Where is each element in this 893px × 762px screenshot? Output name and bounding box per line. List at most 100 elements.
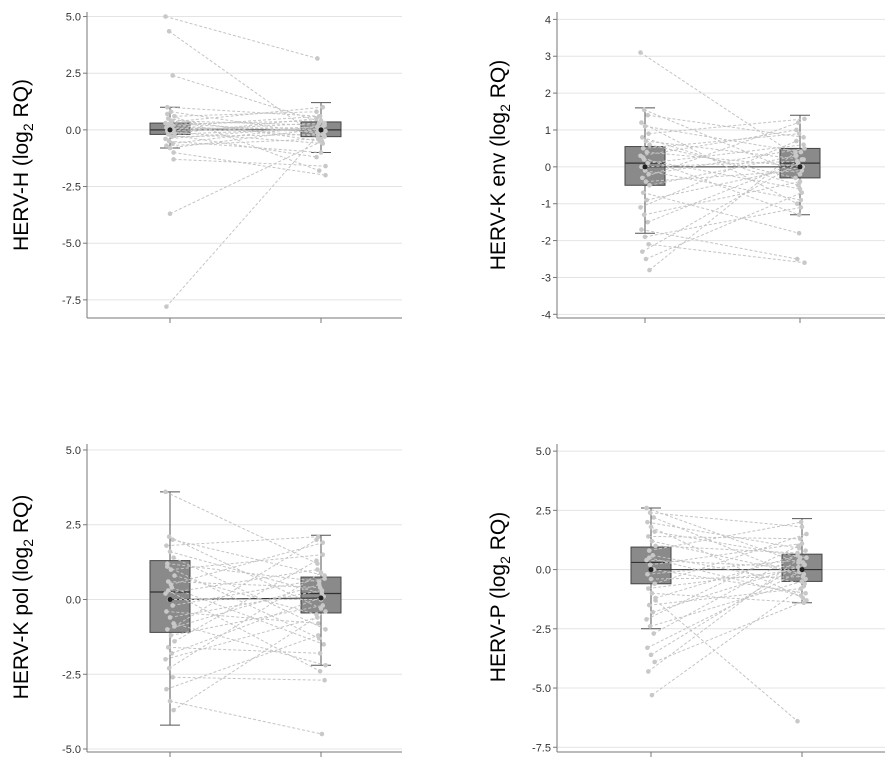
mean-point (318, 595, 324, 601)
data-point-after (318, 570, 324, 575)
data-point-before (165, 116, 171, 121)
data-point-before (640, 155, 646, 160)
data-point-after (794, 127, 799, 133)
paired-line (169, 140, 323, 215)
paired-line (652, 554, 805, 585)
mean-point (318, 127, 324, 133)
y-tick-label: -2 (541, 236, 551, 248)
data-point-after (315, 615, 320, 620)
data-point-before (168, 109, 174, 115)
paired-line (168, 646, 321, 654)
paired-line (648, 243, 805, 264)
data-point-after (314, 116, 319, 121)
data-point-before (642, 123, 648, 129)
data-point-before (644, 149, 650, 155)
data-point-after (801, 157, 806, 162)
paired-line (641, 160, 798, 168)
data-point-before (645, 160, 650, 166)
data-point-after (796, 543, 801, 549)
data-point-before (170, 674, 175, 680)
data-point-before (172, 113, 177, 119)
data-point-before (165, 132, 171, 137)
data-point-after (314, 154, 319, 160)
paired-line (642, 122, 799, 179)
y-tick-label: -3 (541, 272, 551, 284)
paired-line (652, 564, 805, 613)
data-point-after (316, 621, 321, 626)
y-tick-label: -2.5 (62, 669, 81, 681)
paired-line (174, 560, 317, 642)
data-point-after (318, 150, 324, 155)
data-point-before (653, 598, 658, 603)
data-point-before (167, 211, 173, 217)
data-point-before (166, 138, 172, 144)
y-tick-label: -5.0 (62, 238, 81, 250)
data-point-after (797, 171, 803, 177)
y-tick-label: 4 (545, 14, 551, 26)
data-point-before (647, 267, 652, 273)
y-tick-label: -2.5 (62, 182, 81, 194)
data-point-after (802, 146, 807, 151)
data-point-before (167, 698, 173, 704)
y-tick-label: 1 (545, 125, 551, 137)
data-point-before (165, 627, 170, 632)
paired-line (649, 557, 802, 597)
data-point-before (640, 249, 645, 254)
y-tick-label: 0.0 (536, 565, 551, 577)
paired-line (172, 578, 325, 606)
paired-line (641, 122, 798, 205)
paired-line (649, 155, 796, 186)
paired-line (167, 566, 320, 639)
paired-line (174, 539, 317, 627)
y-tick-label: -1 (541, 199, 551, 211)
data-point-after (323, 128, 328, 134)
data-point-before (646, 171, 651, 177)
data-point-after (793, 153, 798, 159)
data-point-before (164, 304, 169, 309)
data-point-before (645, 112, 650, 118)
data-point-before (648, 524, 654, 530)
data-point-before (164, 686, 169, 692)
paired-line (168, 536, 322, 609)
y-tick-label: -5.0 (532, 683, 551, 695)
data-point-before (167, 145, 173, 151)
data-point-before (639, 227, 644, 232)
paired-line (647, 559, 800, 575)
paired-line (646, 151, 803, 168)
paired-line (645, 140, 802, 160)
data-point-after (804, 555, 809, 561)
data-point-before (167, 549, 173, 554)
y-tick-label: 2.5 (66, 520, 81, 532)
data-point-after (320, 552, 326, 557)
data-point-before (650, 609, 656, 615)
data-point-after (796, 131, 802, 136)
paired-line (165, 569, 318, 595)
data-point-after (314, 558, 319, 563)
data-point-before (644, 197, 650, 203)
paired-line (167, 122, 320, 132)
data-point-before (165, 645, 171, 650)
data-point-before (644, 505, 649, 511)
panel-herv-k-env: 4 3 2 1 0 -1 -2 -3 -4 HERV-K env (log2 RQ) (487, 12, 885, 323)
paired-line (648, 569, 801, 590)
data-point-after (323, 627, 328, 632)
paired-line (641, 229, 798, 260)
paired-line (650, 576, 803, 580)
data-point-after (320, 540, 326, 545)
data-point-after (316, 168, 322, 173)
paired-line (644, 206, 801, 238)
data-point-before (647, 510, 653, 516)
data-point-after (793, 149, 798, 155)
data-point-after (795, 718, 800, 724)
paired-line (174, 118, 317, 134)
box-iqr (149, 560, 191, 633)
paired-line (647, 144, 804, 164)
data-point-before (650, 553, 656, 558)
y-axis-label: HERV-P (log2 RQ) (487, 512, 513, 682)
data-point-after (793, 175, 798, 181)
data-point-after (798, 205, 804, 210)
data-point-before (643, 179, 649, 184)
data-point-after (801, 142, 806, 148)
mean-point (648, 567, 654, 573)
data-point-after (800, 574, 806, 579)
